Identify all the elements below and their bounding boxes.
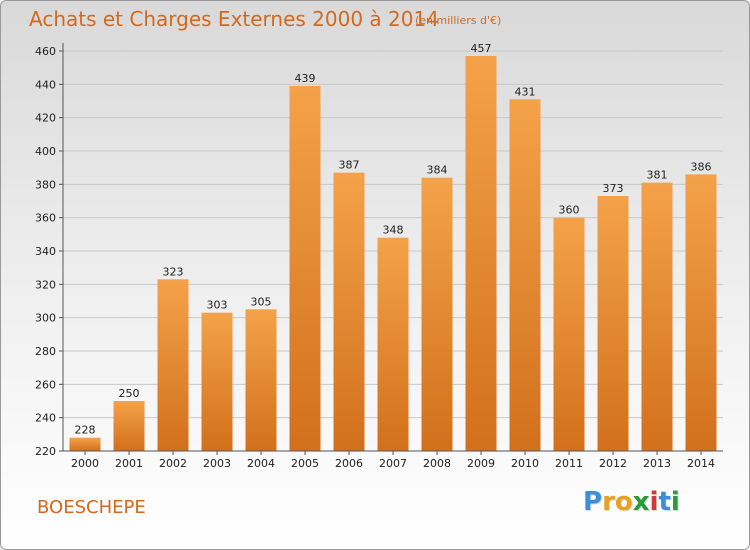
bar-2004 [245,309,277,451]
x-tick-label: 2003 [203,457,231,470]
y-tick-label: 340 [35,245,56,258]
chart-subtitle: (en milliers d'€) [415,14,502,27]
logo-letter: i [649,487,659,517]
logo-letter: r [602,487,615,517]
x-tick-label: 2004 [247,457,275,470]
data-label-2011: 360 [559,204,580,217]
x-tick-label: 2007 [379,457,407,470]
y-tick-label: 280 [35,345,56,358]
x-tick-label: 2010 [511,457,539,470]
data-label-2007: 348 [383,224,404,237]
x-tick-label: 2006 [335,457,363,470]
y-tick-label: 440 [35,78,56,91]
y-tick-label: 300 [35,312,56,325]
bar-2006 [333,172,365,451]
y-tick-label: 400 [35,145,56,158]
data-label-2002: 323 [163,265,184,278]
bar-2013 [641,182,673,451]
data-label-2010: 431 [515,85,536,98]
bars [69,56,717,452]
data-label-2001: 250 [119,387,140,400]
y-tick-label: 420 [35,112,56,125]
x-tick-label: 2008 [423,457,451,470]
bar-2005 [289,86,321,451]
bar-2011 [553,217,585,451]
axes: 220 240 260 280 300 320 340 360 380 400 420 440 460 2… [35,43,723,470]
data-label-2004: 305 [251,295,272,308]
logo-letter: i [670,487,680,517]
x-tick-label: 2005 [291,457,319,470]
y-tick-label: 260 [35,378,56,391]
bar-2002 [157,279,189,451]
logo-letter: x [632,487,650,517]
data-label-2009: 457 [471,42,492,55]
data-label-2008: 384 [427,164,448,177]
data-label-2000: 228 [75,424,96,437]
x-tick-label: 2009 [467,457,495,470]
bar-2001 [113,401,145,451]
data-label-2013: 381 [647,169,668,182]
logo-letter: P [583,487,603,517]
bar-2012 [597,196,629,451]
location-label: BOESCHEPE [37,497,146,518]
logo-letter: t [658,487,671,517]
x-tick-label: 2014 [687,457,715,470]
bar-2009 [465,56,497,451]
x-tick-label: 2011 [555,457,583,470]
bar-2007 [377,237,409,451]
y-tick-label: 240 [35,412,56,425]
proxiti-logo[interactable]: Proxiti [583,487,680,517]
bar-2008 [421,177,453,451]
x-tick-label: 2001 [115,457,143,470]
y-tick-label: 220 [35,445,56,458]
logo-letter: o [614,487,633,517]
data-label-2006: 387 [339,159,360,172]
data-label-2014: 386 [691,160,712,173]
data-label-2012: 373 [603,182,624,195]
x-tick-label: 2013 [643,457,671,470]
bar-2014 [685,174,717,452]
bar-2000 [69,437,101,451]
y-tick-label: 320 [35,278,56,291]
data-label-2003: 303 [207,299,228,312]
y-tick-label: 460 [35,45,56,58]
bar-2010 [509,99,541,451]
x-tick-label: 2002 [159,457,187,470]
chart-title: Achats et Charges Externes 2000 à 2014 [29,7,439,31]
y-tick-label: 380 [35,178,56,191]
data-label-2005: 439 [295,72,316,85]
bar-2003 [201,312,233,451]
x-tick-label: 2012 [599,457,627,470]
y-tick-label: 360 [35,212,56,225]
data-labels: 228 250 323 303 305 439 387 348 384 457 431 360 373 3… [75,42,712,437]
x-tick-label: 2000 [71,457,99,470]
